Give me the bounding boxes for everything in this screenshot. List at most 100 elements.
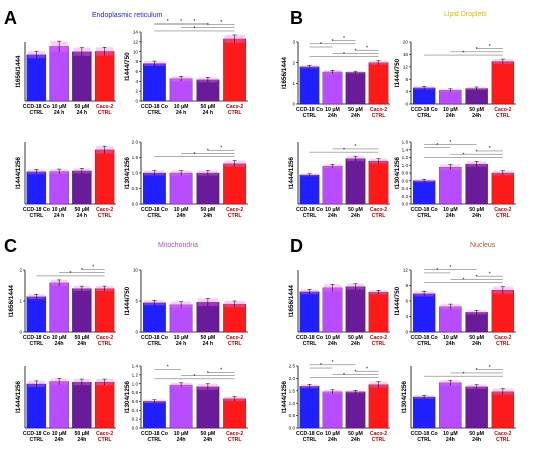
x-tick-label: CCD-18 Co	[23, 431, 50, 437]
x-tick-label: Caco-2	[370, 107, 387, 113]
x-tick-label: CTRL	[147, 110, 162, 116]
bar	[491, 391, 515, 429]
x-tick-label: 24h	[328, 341, 337, 347]
x-tick-label: 50 μM	[469, 335, 484, 341]
significance-star: *	[207, 23, 209, 29]
x-tick-label: 24h	[472, 437, 481, 443]
bar	[94, 51, 115, 102]
x-tick-label: 24 h	[203, 110, 213, 116]
charts-layer: I1656/1444 CCD-18 Co CTRL 10 μM 24 h 50 μM 24 …	[8, 19, 516, 443]
y-tick-label: 0.6	[132, 399, 139, 404]
y-tick-label: 8	[405, 77, 408, 82]
x-tick-label: CTRL	[417, 213, 432, 219]
x-tick-label: 50 μM	[348, 207, 363, 213]
bar	[322, 287, 343, 333]
significance-star: *	[332, 360, 334, 366]
x-tick-label: CCD-18 Co	[411, 431, 438, 437]
x-tick-label: CTRL	[98, 213, 113, 219]
bar	[299, 66, 320, 105]
x-tick-label: 24h	[328, 113, 337, 119]
y-tick-label: 1.5	[289, 388, 296, 393]
significance-star: *	[489, 365, 491, 371]
x-tick-label: CTRL	[496, 113, 511, 119]
x-tick-label: 10 μM	[52, 207, 67, 213]
x-tick-label: CCD-18 Co	[141, 431, 168, 437]
y-tick-label: 5	[135, 299, 138, 304]
x-tick-label: 24h	[472, 213, 481, 219]
x-tick-label: CTRL	[496, 341, 511, 347]
bar	[299, 291, 320, 333]
x-tick-label: CTRL	[228, 110, 243, 116]
bar	[491, 61, 515, 105]
significance-star: *	[207, 149, 209, 155]
significance-star: *	[476, 47, 478, 53]
bar	[223, 38, 247, 102]
x-tick-label: CTRL	[303, 113, 318, 119]
bar	[196, 79, 220, 102]
x-tick-label: Caco-2	[96, 431, 113, 437]
significance-star: *	[463, 278, 465, 284]
bar	[169, 304, 193, 333]
significance-star: *	[366, 45, 368, 51]
y-tick-label: 0.4	[132, 408, 139, 413]
x-tick-label: 24 h	[176, 110, 186, 116]
bar	[72, 381, 92, 429]
significance-star: *	[81, 268, 83, 274]
x-tick-label: 24h	[77, 437, 86, 443]
x-tick-label: Caco-2	[494, 431, 511, 437]
significance-star: *	[167, 19, 169, 25]
significance-star: *	[355, 370, 357, 376]
y-tick-label: 3	[292, 40, 295, 45]
x-tick-label: 24h	[55, 341, 64, 347]
significance-star: *	[476, 368, 478, 374]
bar	[49, 381, 69, 429]
x-tick-label: 24h	[472, 341, 481, 347]
x-tick-label: CTRL	[496, 437, 511, 443]
x-tick-label: CCD-18 Co	[411, 107, 438, 113]
bar	[299, 174, 320, 205]
y-axis-label: I1656/1444	[281, 57, 288, 89]
significance-star: *	[436, 268, 438, 274]
bar	[94, 288, 115, 333]
bar	[299, 386, 320, 429]
x-tick-label: 50 μM	[201, 335, 216, 341]
x-tick-label: 10 μM	[52, 104, 67, 110]
x-tick-label: CTRL	[372, 113, 387, 119]
y-tick-label: 1	[292, 81, 295, 86]
x-tick-label: 50 μM	[469, 107, 484, 113]
x-tick-label: 24h	[446, 437, 455, 443]
bar	[465, 163, 488, 205]
x-tick-label: CTRL	[29, 341, 44, 347]
x-tick-label: 24 h	[77, 110, 87, 116]
x-tick-label: 24 h	[77, 213, 87, 219]
bar	[26, 171, 47, 205]
x-tick-label: CTRL	[228, 437, 243, 443]
x-tick-label: Caco-2	[96, 335, 113, 341]
x-tick-label: 50 μM	[75, 335, 90, 341]
x-tick-label: CTRL	[417, 341, 432, 347]
y-axis-label: I1444/1256	[15, 157, 22, 189]
x-tick-label: 50 μM	[348, 107, 363, 113]
x-tick-label: 10 μM	[52, 335, 67, 341]
significance-star: *	[476, 149, 478, 155]
y-axis-label: I1444/1256	[288, 157, 295, 189]
x-tick-label: Caco-2	[226, 104, 243, 110]
y-tick-label: 2	[19, 268, 22, 273]
bar	[412, 396, 436, 429]
significance-star: *	[463, 50, 465, 56]
y-tick-label: 0	[292, 102, 295, 107]
bar	[439, 90, 462, 105]
x-tick-label: CCD-18 Co	[296, 431, 323, 437]
bar	[72, 51, 92, 102]
x-tick-label: 24h	[203, 213, 212, 219]
significance-star: *	[343, 147, 345, 153]
bar	[72, 288, 92, 333]
x-tick-label: Caco-2	[226, 335, 243, 341]
x-tick-label: CTRL	[228, 341, 243, 347]
